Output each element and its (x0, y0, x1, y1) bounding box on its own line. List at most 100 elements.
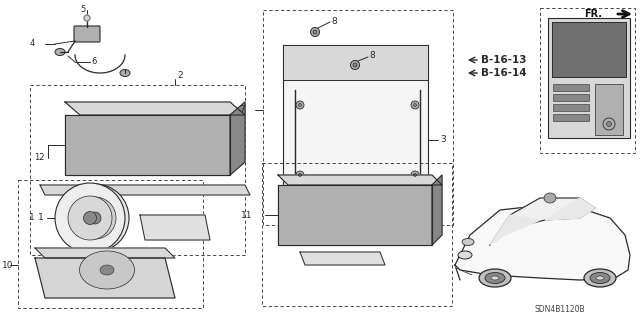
Bar (18, 180, 203, 308)
Text: 6: 6 (91, 57, 97, 66)
Bar (263, 10, 453, 225)
Ellipse shape (74, 197, 116, 239)
Bar (217, 152, 227, 158)
Text: B-16-14: B-16-14 (481, 68, 527, 78)
Ellipse shape (298, 174, 301, 176)
Bar (540, 8, 635, 153)
Bar (553, 114, 589, 121)
Polygon shape (300, 252, 385, 265)
FancyBboxPatch shape (74, 26, 100, 42)
Bar (553, 104, 589, 111)
Text: 4: 4 (30, 40, 35, 48)
Polygon shape (35, 248, 175, 258)
Ellipse shape (413, 103, 417, 107)
Polygon shape (278, 175, 442, 185)
Bar (595, 84, 623, 135)
Ellipse shape (584, 269, 616, 287)
Polygon shape (490, 198, 595, 245)
Text: 8: 8 (369, 51, 375, 61)
Bar (120, 120, 215, 168)
Text: 7: 7 (406, 220, 412, 229)
Bar (122, 122, 213, 166)
Ellipse shape (353, 63, 357, 67)
Polygon shape (230, 102, 245, 175)
Text: 2: 2 (177, 71, 182, 80)
Ellipse shape (296, 101, 304, 109)
Ellipse shape (411, 171, 419, 179)
Ellipse shape (68, 196, 112, 240)
Text: 1: 1 (29, 213, 35, 222)
Ellipse shape (411, 101, 419, 109)
Bar (217, 144, 227, 150)
Ellipse shape (83, 211, 97, 225)
Bar (283, 45, 428, 80)
Ellipse shape (544, 193, 556, 203)
Polygon shape (40, 185, 250, 195)
Ellipse shape (84, 15, 90, 21)
Polygon shape (490, 215, 540, 245)
Bar (65, 155, 165, 163)
Polygon shape (35, 258, 175, 298)
Ellipse shape (61, 184, 129, 252)
Bar (420, 193, 430, 200)
Text: 10: 10 (2, 261, 13, 270)
Polygon shape (65, 102, 245, 115)
Ellipse shape (590, 272, 610, 284)
Ellipse shape (120, 70, 130, 77)
Bar (552, 22, 626, 77)
Polygon shape (545, 198, 595, 220)
Bar (330, 192, 420, 237)
Polygon shape (65, 115, 230, 175)
Ellipse shape (313, 30, 317, 34)
Polygon shape (455, 205, 630, 280)
Ellipse shape (100, 265, 114, 275)
Ellipse shape (55, 183, 125, 253)
Bar (553, 94, 589, 101)
Text: B-16-13: B-16-13 (481, 55, 527, 65)
Ellipse shape (296, 171, 304, 179)
Bar (332, 194, 418, 235)
Text: 7: 7 (239, 106, 245, 115)
Ellipse shape (607, 122, 611, 127)
Bar (552, 22, 626, 77)
Bar (553, 84, 589, 91)
Ellipse shape (351, 61, 360, 70)
Bar (217, 160, 227, 166)
Ellipse shape (89, 212, 101, 224)
Bar (420, 223, 430, 230)
Ellipse shape (491, 276, 499, 280)
Bar (217, 120, 227, 126)
Text: SDN4B1120B: SDN4B1120B (534, 306, 586, 315)
Bar (278, 235, 378, 243)
Ellipse shape (603, 118, 615, 130)
Polygon shape (432, 175, 442, 245)
Ellipse shape (86, 17, 88, 19)
Text: FR.: FR. (584, 9, 602, 19)
Bar (30, 85, 245, 255)
Polygon shape (140, 215, 210, 240)
Ellipse shape (458, 251, 472, 259)
Ellipse shape (79, 251, 134, 289)
Ellipse shape (298, 103, 301, 107)
Bar (420, 233, 430, 240)
Text: 11: 11 (241, 211, 252, 219)
Text: 3: 3 (440, 136, 445, 145)
Bar (262, 163, 452, 306)
Bar (420, 203, 430, 210)
Text: 8: 8 (331, 17, 337, 26)
Ellipse shape (479, 269, 511, 287)
Text: 12: 12 (34, 153, 45, 162)
Bar (420, 213, 430, 220)
Ellipse shape (462, 239, 474, 246)
Polygon shape (278, 185, 432, 245)
Bar (217, 128, 227, 134)
Bar (217, 136, 227, 142)
Text: 1: 1 (38, 213, 44, 222)
Bar (283, 45, 428, 200)
Ellipse shape (596, 276, 604, 280)
Ellipse shape (55, 48, 65, 56)
Text: 5: 5 (80, 4, 85, 13)
Ellipse shape (413, 174, 417, 176)
Bar (548, 18, 630, 138)
Ellipse shape (310, 27, 319, 36)
